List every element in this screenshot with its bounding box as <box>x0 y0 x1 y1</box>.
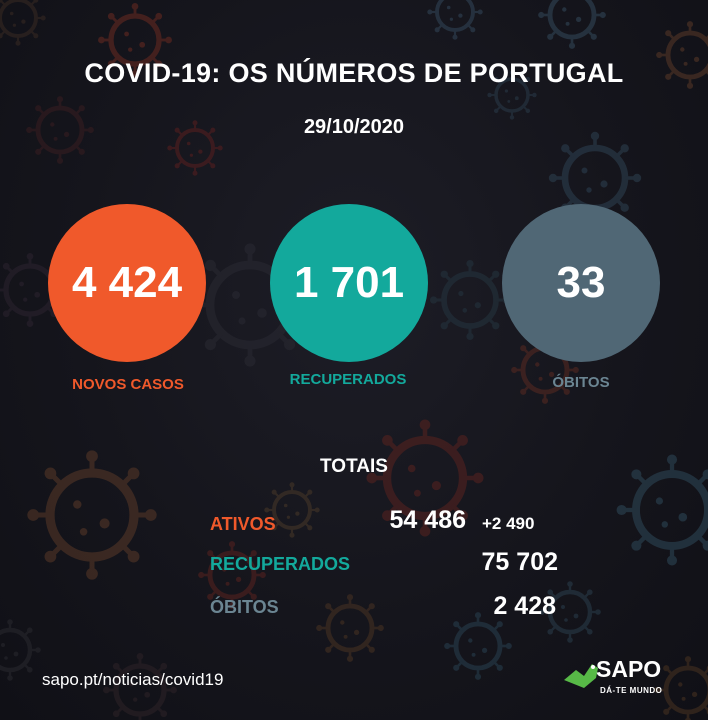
deaths-label: ÓBITOS <box>552 374 610 391</box>
totals-heading: TOTAIS <box>320 456 388 477</box>
totals-active-label: ATIVOS <box>210 514 276 534</box>
deaths-circle: 33 <box>502 204 660 362</box>
recovered-label: RECUPERADOS <box>289 371 407 388</box>
totals-recovered-value: 75 702 <box>481 548 558 576</box>
new-cases-label: NOVOS CASOS <box>72 376 184 393</box>
recovered-value: 1 701 <box>293 258 405 307</box>
totals-recovered-label: RECUPERADOS <box>210 554 351 574</box>
page-title: COVID-19: OS NÚMEROS DE PORTUGAL <box>84 58 624 88</box>
sapo-brand: SAPO <box>596 656 662 682</box>
sapo-frog-logo <box>564 664 598 688</box>
deaths-value: 33 <box>556 258 606 307</box>
new-cases-circle: 4 424 <box>48 204 206 362</box>
totals-deaths-value: 2 428 <box>493 592 556 620</box>
totals-deaths-label: ÓBITOS <box>210 597 279 617</box>
source-link[interactable]: sapo.pt/noticias/covid19 <box>42 670 224 689</box>
sapo-tagline: DÁ-TE MUNDO <box>600 686 663 695</box>
totals-active-value: 54 486 <box>389 506 466 534</box>
new-cases-value: 4 424 <box>71 258 183 307</box>
recovered-circle: 1 701 <box>270 204 428 362</box>
report-date: 29/10/2020 <box>303 116 405 138</box>
totals-active-delta: +2 490 <box>482 514 535 533</box>
